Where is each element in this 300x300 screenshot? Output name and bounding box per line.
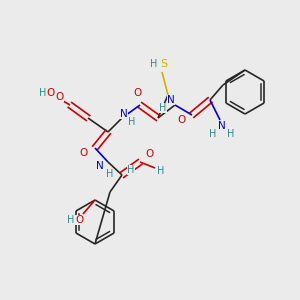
- Text: O: O: [47, 88, 55, 98]
- Text: N: N: [120, 109, 128, 119]
- Text: O: O: [146, 149, 154, 159]
- Text: H: H: [128, 117, 136, 127]
- Text: N: N: [218, 121, 226, 131]
- Text: H: H: [209, 129, 217, 139]
- Text: S: S: [160, 59, 168, 69]
- Text: O: O: [79, 148, 87, 158]
- Text: O: O: [75, 215, 83, 225]
- Text: N: N: [167, 95, 175, 105]
- Text: O: O: [178, 115, 186, 125]
- Text: H: H: [150, 59, 158, 69]
- Text: H: H: [106, 169, 114, 179]
- Text: H: H: [157, 166, 165, 176]
- Text: H: H: [39, 88, 46, 98]
- Text: H: H: [127, 165, 135, 175]
- Text: O: O: [134, 88, 142, 98]
- Text: N: N: [96, 161, 104, 171]
- Text: H: H: [67, 215, 75, 225]
- Text: H: H: [159, 103, 167, 113]
- Text: H: H: [227, 129, 235, 139]
- Text: O: O: [56, 92, 64, 102]
